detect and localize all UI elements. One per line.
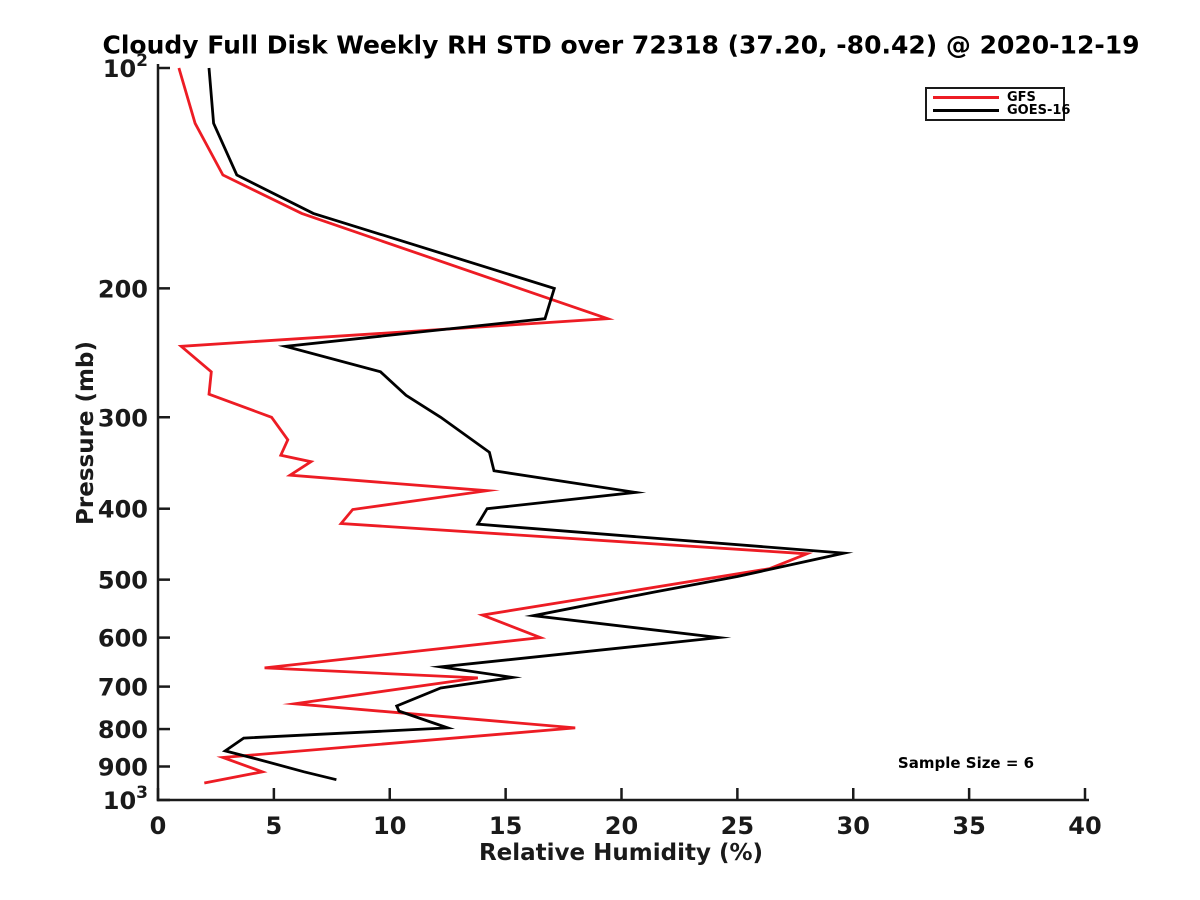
x-tick-label: 20 xyxy=(605,812,638,840)
series-line-gfs xyxy=(177,67,814,785)
x-axis-label: Relative Humidity (%) xyxy=(478,840,764,866)
legend-label-goes16: GOES-16 xyxy=(1007,103,1071,118)
x-tick-label: 0 xyxy=(150,812,167,840)
x-tick-label: 30 xyxy=(837,812,870,840)
y-tick-label: 200 xyxy=(98,275,148,303)
series-line-goes-16 xyxy=(207,67,854,782)
y-axis-label: Pressure (mb) xyxy=(73,341,99,525)
x-tick-label: 5 xyxy=(266,812,283,840)
y-tick-label: 300 xyxy=(98,404,148,432)
legend-item-goes16: GOES-16 xyxy=(933,104,1070,117)
y-tick-label: 600 xyxy=(98,625,148,653)
legend-item-gfs: GFS xyxy=(933,91,1057,104)
x-tick-label: 15 xyxy=(489,812,522,840)
y-tick-label: 700 xyxy=(98,674,148,702)
y-tick-label: 900 xyxy=(98,754,148,782)
sample-size-annotation: Sample Size = 6 xyxy=(897,754,1035,772)
goes16-line-swatch xyxy=(933,109,999,112)
y-tick-label: 500 xyxy=(98,567,148,595)
x-tick-label: 40 xyxy=(1068,812,1101,840)
legend-label-gfs: GFS xyxy=(1007,90,1036,105)
x-tick-label: 10 xyxy=(373,812,406,840)
chart-title: Cloudy Full Disk Weekly RH STD over 7231… xyxy=(102,30,1140,60)
gfs-line-swatch xyxy=(933,96,999,99)
x-tick-label: 25 xyxy=(721,812,754,840)
x-tick-label: 35 xyxy=(952,812,985,840)
y-tick-label: 800 xyxy=(98,716,148,744)
y-tick-label: 400 xyxy=(98,496,148,524)
y-tick-label: 103 xyxy=(103,783,148,815)
legend: GFS GOES-16 xyxy=(925,87,1070,121)
